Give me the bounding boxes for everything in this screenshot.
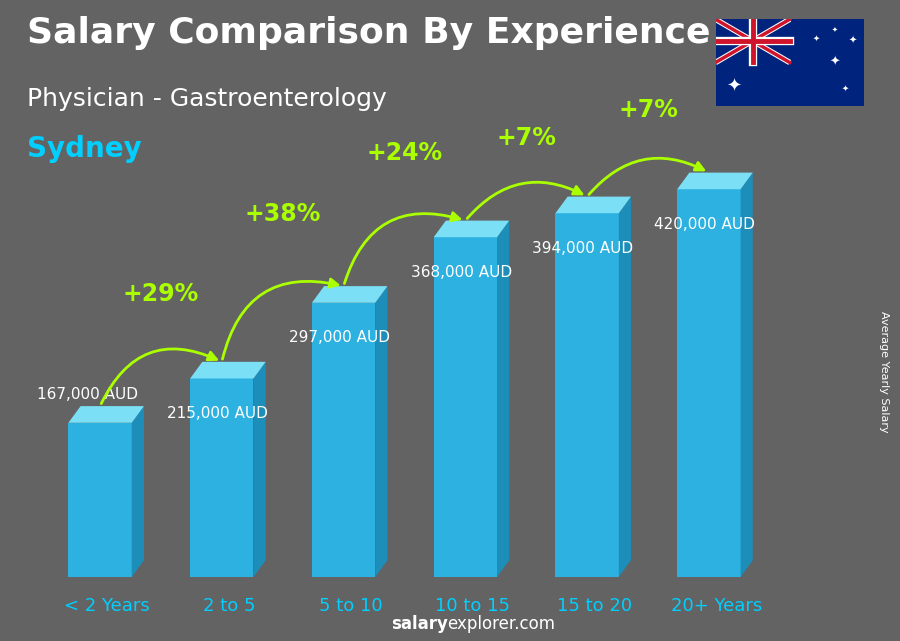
Text: 215,000 AUD: 215,000 AUD bbox=[167, 406, 268, 421]
Polygon shape bbox=[555, 213, 619, 577]
Polygon shape bbox=[555, 197, 631, 213]
Text: +38%: +38% bbox=[245, 202, 321, 226]
Text: ✦: ✦ bbox=[812, 34, 819, 43]
Text: ✦: ✦ bbox=[829, 56, 840, 69]
Text: ✦: ✦ bbox=[726, 78, 742, 96]
Text: Average Yearly Salary: Average Yearly Salary bbox=[878, 311, 889, 433]
Text: Physician - Gastroenterology: Physician - Gastroenterology bbox=[27, 87, 387, 110]
Text: 297,000 AUD: 297,000 AUD bbox=[289, 331, 390, 345]
Text: ✦: ✦ bbox=[842, 84, 849, 93]
Text: +29%: +29% bbox=[122, 283, 199, 306]
Polygon shape bbox=[190, 362, 266, 378]
Text: ✦: ✦ bbox=[849, 36, 857, 46]
Polygon shape bbox=[677, 172, 752, 189]
Polygon shape bbox=[190, 378, 254, 577]
Polygon shape bbox=[254, 362, 266, 577]
Text: 420,000 AUD: 420,000 AUD bbox=[654, 217, 755, 232]
Polygon shape bbox=[434, 221, 509, 237]
Text: +24%: +24% bbox=[366, 141, 443, 165]
Text: explorer.com: explorer.com bbox=[447, 615, 555, 633]
Polygon shape bbox=[497, 221, 509, 577]
Polygon shape bbox=[312, 303, 375, 577]
Text: 15 to 20: 15 to 20 bbox=[557, 597, 632, 615]
Text: 5 to 10: 5 to 10 bbox=[320, 597, 382, 615]
Text: +7%: +7% bbox=[618, 98, 678, 122]
Polygon shape bbox=[312, 286, 387, 303]
Polygon shape bbox=[68, 406, 144, 423]
Text: 2 to 5: 2 to 5 bbox=[202, 597, 256, 615]
Text: 368,000 AUD: 368,000 AUD bbox=[410, 265, 512, 280]
Text: +7%: +7% bbox=[496, 126, 556, 151]
Text: 394,000 AUD: 394,000 AUD bbox=[532, 241, 634, 256]
Text: 167,000 AUD: 167,000 AUD bbox=[37, 387, 138, 403]
Polygon shape bbox=[619, 197, 631, 577]
Text: ✦: ✦ bbox=[832, 27, 837, 33]
Text: 20+ Years: 20+ Years bbox=[670, 597, 761, 615]
Polygon shape bbox=[741, 172, 752, 577]
Text: salary: salary bbox=[392, 615, 448, 633]
Text: Sydney: Sydney bbox=[27, 135, 142, 163]
Polygon shape bbox=[375, 286, 387, 577]
Polygon shape bbox=[131, 406, 144, 577]
Polygon shape bbox=[68, 423, 131, 577]
Text: < 2 Years: < 2 Years bbox=[65, 597, 150, 615]
Text: 10 to 15: 10 to 15 bbox=[436, 597, 510, 615]
Text: Salary Comparison By Experience: Salary Comparison By Experience bbox=[27, 16, 710, 50]
Polygon shape bbox=[434, 237, 497, 577]
Polygon shape bbox=[677, 189, 741, 577]
